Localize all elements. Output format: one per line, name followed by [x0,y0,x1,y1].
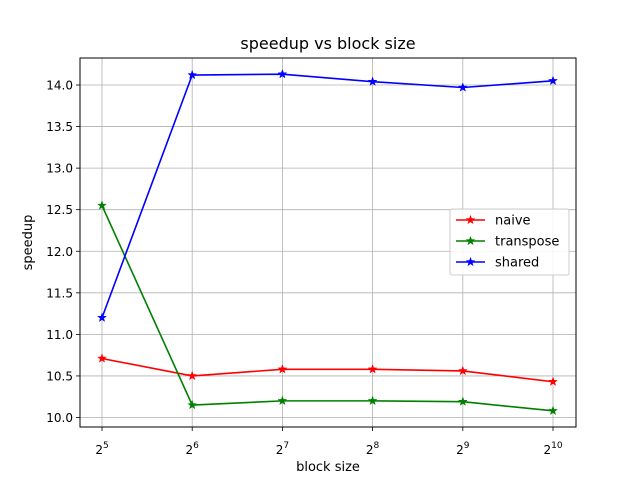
series-shared [96,68,559,323]
legend-marker [465,235,476,246]
legend-label: naive [495,214,531,229]
y-tick-label: 11.0 [46,328,73,342]
series-layer [96,68,559,416]
legend-marker [465,256,476,267]
data-point-naive [96,353,108,363]
legend: naive transpose shared [449,208,570,276]
x-tick-label: 29 [456,441,470,457]
data-point-transpose [457,396,468,406]
y-tick-label: 12.5 [46,203,73,217]
data-point-shared [96,312,108,323]
axis-ticks: 25 26 27 28 29 210 10.0 10.5 11.0 11.5 12.0 12.5 13.… [46,79,563,458]
x-tick-label: 26 [186,441,200,457]
plot-frame [79,57,577,428]
data-point-shared [367,76,378,86]
legend-marker [465,214,476,225]
y-tick-label: 13.5 [46,120,73,134]
data-point-naive [277,364,288,374]
x-tick-label: 27 [276,441,289,457]
x-tick-label: 25 [95,441,108,457]
data-point-shared [457,82,468,92]
data-point-transpose [547,405,559,416]
data-point-naive [547,376,559,387]
data-point-transpose [277,395,288,406]
data-point-shared [547,75,559,86]
chart-title: speedup vs block size [240,34,415,53]
y-tick-label: 14.0 [46,79,73,93]
data-point-transpose [187,399,198,410]
data-point-naive [457,365,468,376]
y-tick-label: 10.5 [46,369,73,383]
data-point-shared [187,69,198,80]
series-transpose [96,200,559,416]
legend-entry-transpose: transpose [456,235,559,250]
x-tick-label: 210 [543,441,562,457]
legend-label: transpose [495,235,559,250]
y-axis-label: speedup [21,215,36,271]
series-line-transpose [101,205,554,412]
legend-label: shared [495,256,539,271]
y-tick-label: 11.5 [46,286,73,300]
legend-entry-shared: shared [456,256,539,271]
data-point-naive [187,370,198,381]
data-point-transpose [96,200,108,210]
data-point-transpose [367,395,378,406]
y-tick-label: 12.0 [46,245,73,259]
y-tick-label: 13.0 [46,162,73,176]
y-tick-label: 10.0 [46,411,73,425]
series-line-shared [101,73,554,319]
x-axis-label: block size [296,460,360,475]
x-tick-label: 28 [366,441,380,457]
legend-entry-naive: naive [456,214,531,229]
data-point-shared [277,68,288,79]
data-point-naive [367,364,378,374]
legend-box [449,208,570,276]
